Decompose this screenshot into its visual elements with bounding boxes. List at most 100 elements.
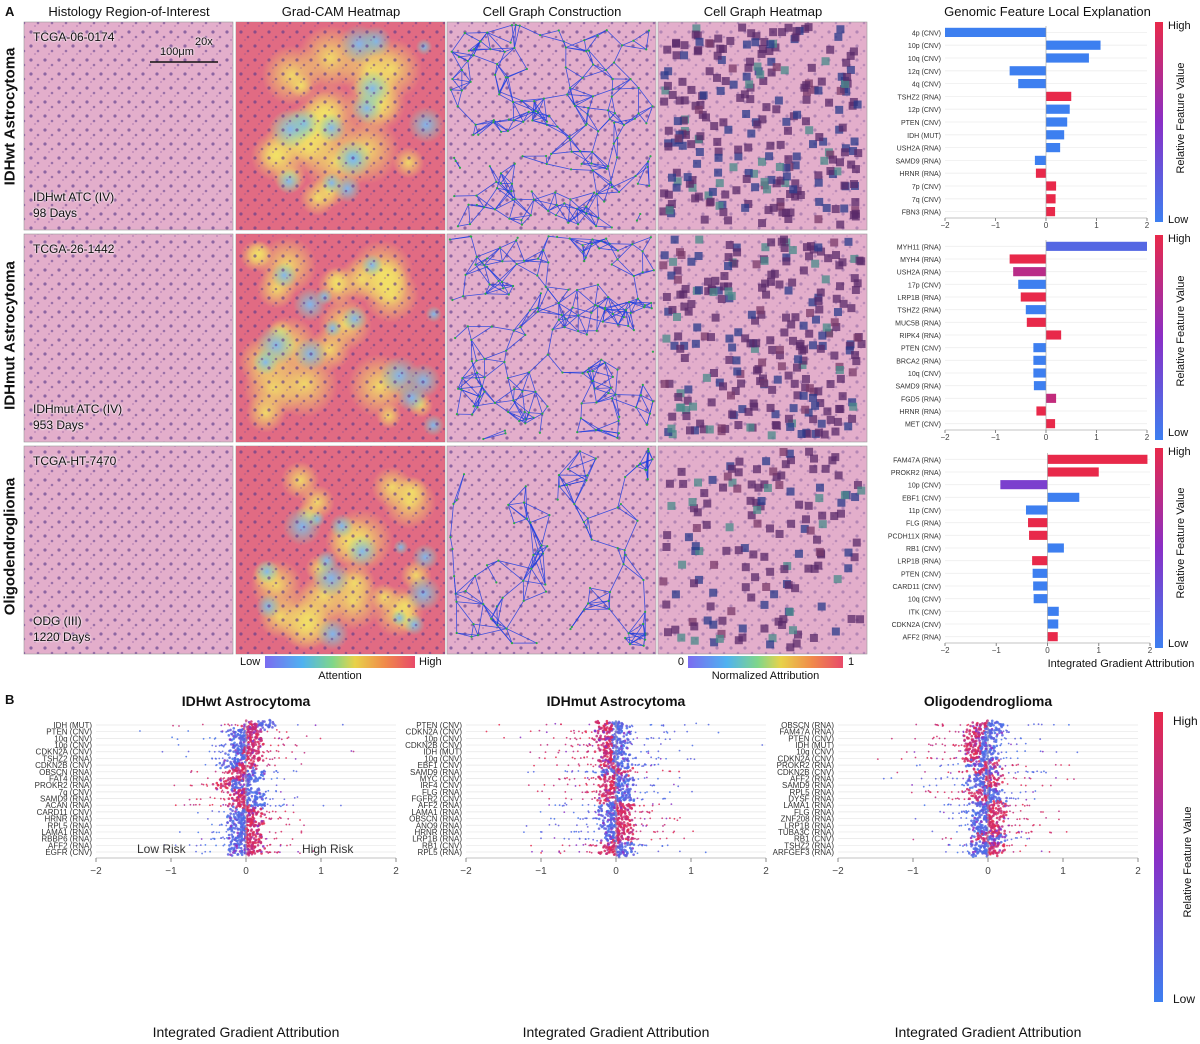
- attribution-point: [577, 763, 580, 766]
- graph-edge: [525, 413, 543, 424]
- graph-edge: [520, 311, 539, 328]
- graph-node: [528, 371, 531, 374]
- attribution-node: [694, 252, 703, 261]
- attribution-node: [776, 140, 785, 149]
- graph-edge: [454, 326, 469, 339]
- graph-edge: [485, 284, 490, 294]
- attribution-node: [851, 198, 860, 207]
- graph-node: [475, 359, 478, 362]
- graph-edge: [471, 326, 492, 341]
- graph-node: [645, 48, 648, 51]
- graph-edge: [500, 163, 515, 174]
- graph-edge: [587, 96, 594, 115]
- graph-node: [467, 203, 470, 206]
- attribution-point: [560, 723, 562, 726]
- graph-edge: [475, 121, 494, 126]
- attribution-node: [693, 508, 702, 517]
- attribution-point: [276, 771, 279, 774]
- graph-edge: [456, 601, 484, 605]
- attribution-point: [546, 743, 549, 746]
- attribution-point: [248, 733, 252, 737]
- attribution-point: [605, 722, 609, 725]
- attribution-point: [619, 809, 622, 813]
- graph-edge: [594, 304, 606, 309]
- attribution-node: [680, 96, 689, 105]
- graph-edge: [571, 609, 585, 628]
- category-label: OBSCN (RNA): [39, 768, 92, 777]
- attribution-node: [700, 215, 709, 224]
- feature-bar: [1046, 419, 1056, 429]
- attribution-point: [643, 763, 646, 766]
- attribution-node: [660, 379, 669, 388]
- graph-node: [643, 306, 646, 309]
- graph-node: [624, 308, 628, 311]
- attribution-node: [782, 313, 791, 322]
- attribution-point: [239, 731, 243, 734]
- attribution-point: [285, 804, 288, 806]
- graph-node: [507, 293, 510, 296]
- attribution-point: [224, 766, 227, 769]
- attribution-point: [300, 763, 303, 765]
- graph-node: [581, 76, 584, 79]
- graph-edge: [558, 302, 566, 319]
- attribution-node: [732, 356, 741, 365]
- graph-edge: [578, 315, 603, 322]
- graph-edge: [605, 69, 614, 80]
- attribution-point: [607, 745, 611, 748]
- attribution-node: [769, 203, 778, 212]
- attribution-node: [732, 186, 741, 195]
- attribution-point: [221, 757, 224, 760]
- graph-edge: [591, 151, 608, 170]
- attribution-node: [667, 173, 676, 182]
- attribution-point: [664, 738, 667, 741]
- x-tick-label: −1: [991, 433, 1001, 442]
- attribution-point: [625, 815, 629, 819]
- attribution-point: [190, 771, 192, 774]
- graph-edge: [508, 285, 514, 295]
- attribution-point: [257, 730, 261, 733]
- attribution-point: [269, 758, 271, 761]
- local-explanation-chart-3: FAM47A (RNA)PROKR2 (RNA)10p (CNV)EBF1 (C…: [888, 453, 1153, 655]
- attribution-point: [626, 822, 630, 825]
- attribution-point: [234, 816, 237, 819]
- graph-node: [578, 150, 582, 153]
- attribution-node: [785, 607, 794, 616]
- attribution-point: [529, 751, 532, 754]
- graph-edge: [514, 388, 536, 393]
- attribution-point: [617, 748, 621, 751]
- attribution-point: [610, 750, 614, 754]
- attribution-point: [590, 777, 593, 780]
- graph-edge: [550, 139, 571, 155]
- attribution-point: [246, 841, 250, 845]
- attribution-point: [609, 817, 613, 821]
- graph-edge: [557, 126, 571, 141]
- graph-edge: [607, 110, 625, 126]
- graph-edge: [596, 225, 612, 228]
- graph-edge: [456, 601, 474, 625]
- attribution-node: [714, 168, 723, 177]
- graph-edge: [513, 100, 535, 103]
- graph-node: [608, 118, 611, 121]
- graph-edge: [508, 504, 528, 520]
- attribution-point: [260, 804, 263, 807]
- attribution-node: [728, 410, 737, 419]
- graph-edge: [597, 284, 609, 298]
- graph-node: [608, 607, 611, 611]
- attribution-point: [631, 803, 635, 807]
- graph-edge: [457, 90, 463, 107]
- attribution-node: [717, 424, 726, 433]
- attribution-node: [791, 192, 800, 201]
- local-explanation-chart-2: MYH11 (RNA)MYH4 (RNA)USH2A (RNA)17p (CNV…: [895, 240, 1150, 442]
- graph-edge: [499, 91, 523, 102]
- graph-edge: [462, 372, 478, 379]
- graph-edge: [585, 243, 593, 258]
- graph-node: [561, 371, 564, 374]
- graph-edge: [548, 202, 565, 212]
- attribution-node: [726, 391, 735, 400]
- graph-node: [539, 34, 542, 37]
- graph-node: [580, 162, 583, 165]
- attribution-node: [688, 183, 697, 192]
- attribution-node: [713, 51, 722, 60]
- graph-edge: [464, 32, 488, 34]
- attribution-node: [831, 205, 840, 214]
